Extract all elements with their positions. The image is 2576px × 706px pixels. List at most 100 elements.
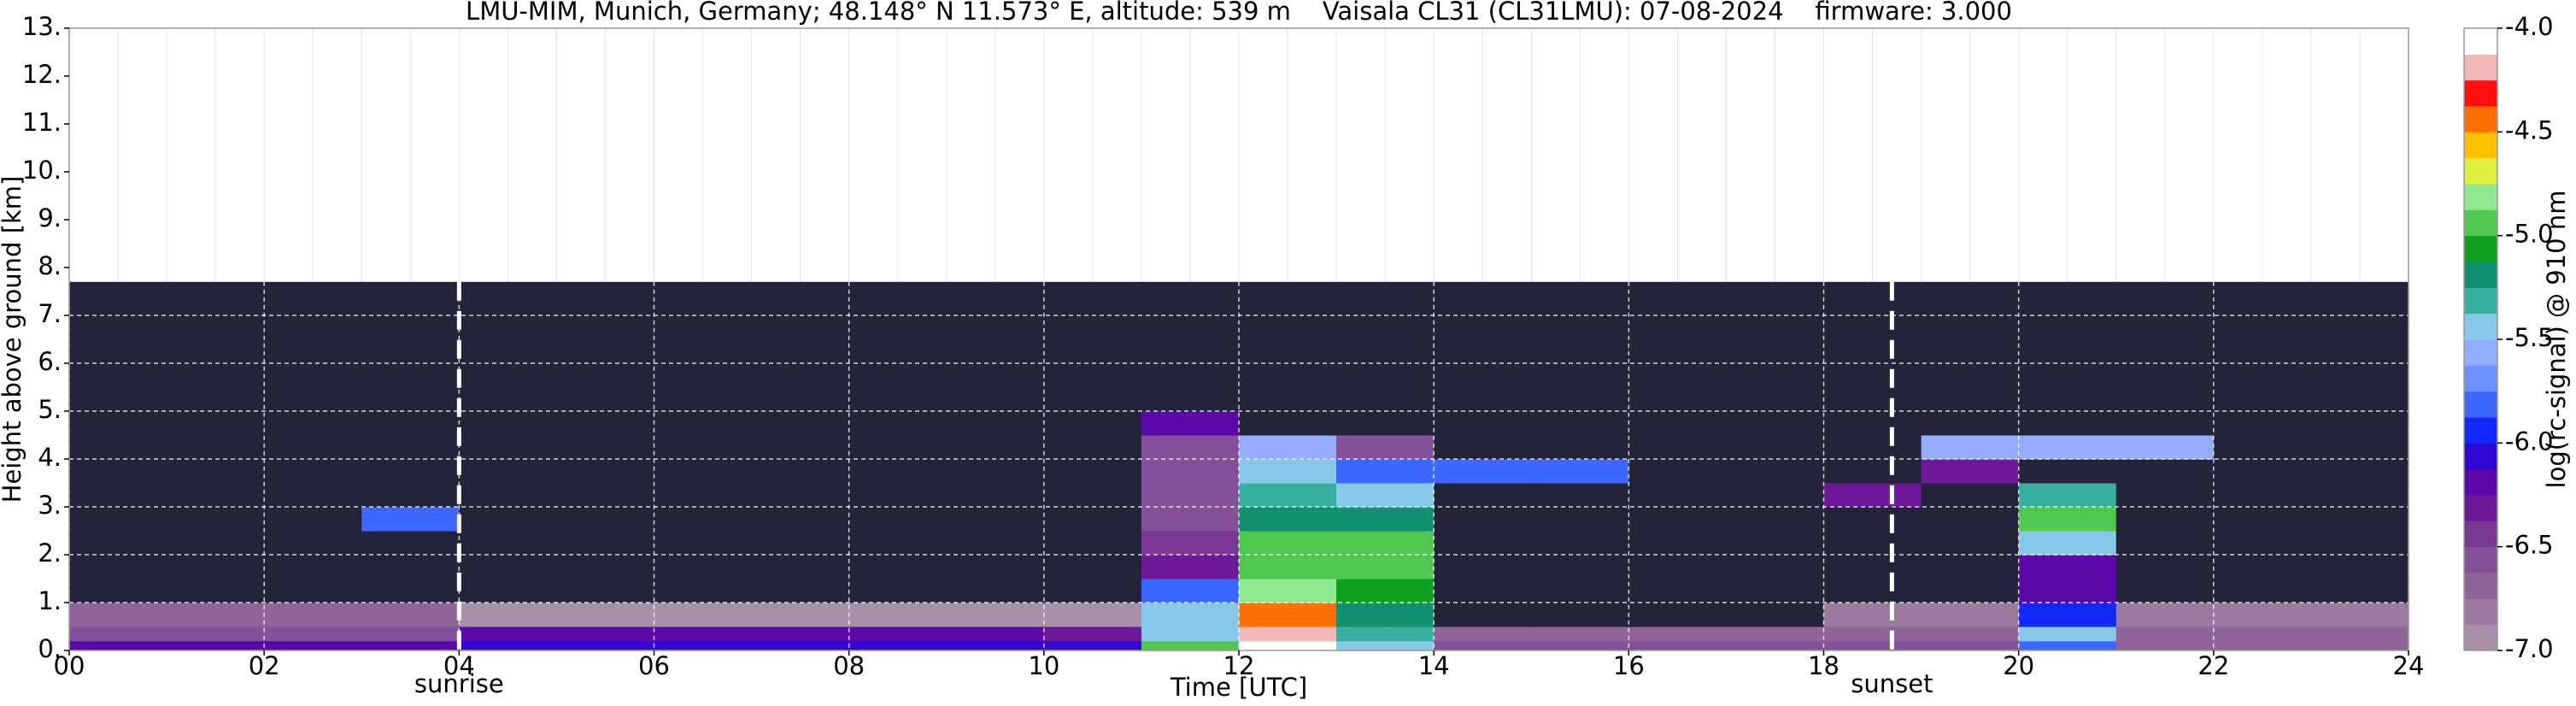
heatmap-cell (1726, 603, 1824, 627)
heatmap-cell (69, 640, 167, 651)
heatmap-cell (2115, 640, 2215, 651)
heatmap-cell (167, 411, 265, 436)
heatmap-cell (264, 459, 362, 484)
heatmap-cell (361, 507, 460, 532)
heatmap-cell (264, 435, 362, 460)
heatmap-cell (1726, 531, 1824, 556)
heatmap-cell (1434, 459, 1532, 484)
heatmap-cell (1239, 603, 1337, 627)
heatmap-cell (1921, 603, 2020, 627)
heatmap-cell (167, 555, 265, 580)
heatmap-cell (1921, 435, 2020, 460)
heatmap-cell (1043, 531, 1142, 556)
heatmap-cell (459, 363, 557, 412)
colorbar-segment (2464, 313, 2497, 340)
heatmap-cell (459, 411, 557, 436)
heatmap-cell (1141, 435, 1240, 460)
heatmap-cell (2213, 411, 2312, 436)
heatmap-cell (1531, 555, 1629, 580)
heatmap-cell (2310, 555, 2409, 580)
heatmap-cell (2115, 555, 2215, 580)
heatmap-cell (1628, 640, 1727, 651)
heatmap-cell (946, 281, 1045, 364)
heatmap-cell (1628, 627, 1727, 642)
heatmap-cell (1921, 555, 2020, 580)
heatmap-cell (1823, 483, 1922, 508)
heatmap-cell (167, 281, 265, 364)
heatmap-cell (1141, 281, 1240, 364)
x-tick-label: 12 (1223, 651, 1255, 680)
heatmap-cell (361, 411, 460, 436)
heatmap-cell (654, 363, 753, 412)
heatmap-cell (167, 507, 265, 532)
heatmap-cell (1336, 579, 1435, 603)
heatmap-cell (167, 459, 265, 484)
heatmap-cell (1823, 640, 1922, 651)
colorbar-tick-label: -7.0 (2505, 634, 2554, 663)
heatmap-cell (361, 281, 460, 364)
heatmap-cell (264, 281, 362, 364)
heatmap-cell (946, 627, 1045, 642)
heatmap-cell (2018, 555, 2117, 580)
x-tick-label: 24 (2393, 651, 2425, 680)
heatmap-cell (459, 459, 557, 484)
x-tick-label: 08 (833, 651, 865, 680)
heatmap-cell (1823, 507, 1922, 532)
heatmap-cell (459, 640, 557, 651)
y-tick-label: 10. (22, 156, 62, 185)
colorbar-segment (2464, 598, 2497, 626)
heatmap-cell (848, 281, 948, 364)
heatmap-cell (2115, 483, 2215, 508)
heatmap-cell (654, 483, 753, 508)
heatmap-cell (1628, 507, 1727, 532)
heatmap-cell (1239, 435, 1337, 460)
heatmap-cell (1531, 603, 1629, 627)
heatmap-cell (654, 579, 753, 603)
y-tick-label: 13. (22, 12, 62, 41)
heatmap-cell (946, 531, 1045, 556)
heatmap-cell (459, 555, 557, 580)
heatmap-cell (654, 640, 753, 651)
colorbar-label: log(rc-signal) @ 910 nm (2542, 191, 2571, 489)
heatmap-cell (1336, 640, 1435, 651)
heatmap-cell (556, 555, 654, 580)
heatmap-cell (848, 603, 948, 627)
colorbar-segment (2464, 209, 2497, 237)
heatmap-cell (751, 281, 850, 364)
heatmap-cell (167, 363, 265, 412)
heatmap-cell (1239, 531, 1337, 556)
heatmap-cell (1628, 603, 1727, 627)
heatmap-cell (2018, 435, 2117, 460)
heatmap-cell (2213, 363, 2312, 412)
heatmap-cell (1921, 459, 2020, 484)
heatmap-cell (167, 435, 265, 460)
heatmap-cell (946, 411, 1045, 436)
heatmap-cell (361, 603, 460, 627)
heatmap-cell (1628, 435, 1727, 460)
heatmap-cell (751, 627, 850, 642)
heatmap-cell (1628, 363, 1727, 412)
heatmap-cell (751, 435, 850, 460)
heatmap-cell (946, 507, 1045, 532)
heatmap-cell (751, 579, 850, 603)
heatmap-cell (1239, 507, 1337, 532)
heatmap-cell (1434, 603, 1532, 627)
heatmap-cell (2018, 640, 2117, 651)
heatmap-cell (2018, 363, 2117, 412)
heatmap-cell (2018, 459, 2117, 484)
x-tick-label: 16 (1613, 651, 1645, 680)
heatmap-cell (1141, 507, 1240, 532)
heatmap-cell (1823, 435, 1922, 460)
heatmap-cell (1726, 627, 1824, 642)
heatmap-cell (1434, 531, 1532, 556)
heatmap-cell (848, 627, 948, 642)
heatmap-cell (69, 579, 167, 603)
heatmap-cell (459, 483, 557, 508)
heatmap-cell (654, 507, 753, 532)
heatmap-cell (2115, 363, 2215, 412)
heatmap-cell (361, 459, 460, 484)
colorbar-segment (2464, 287, 2497, 315)
heatmap-cell (751, 640, 850, 651)
heatmap-cell (751, 483, 850, 508)
heatmap-cell (69, 363, 167, 412)
